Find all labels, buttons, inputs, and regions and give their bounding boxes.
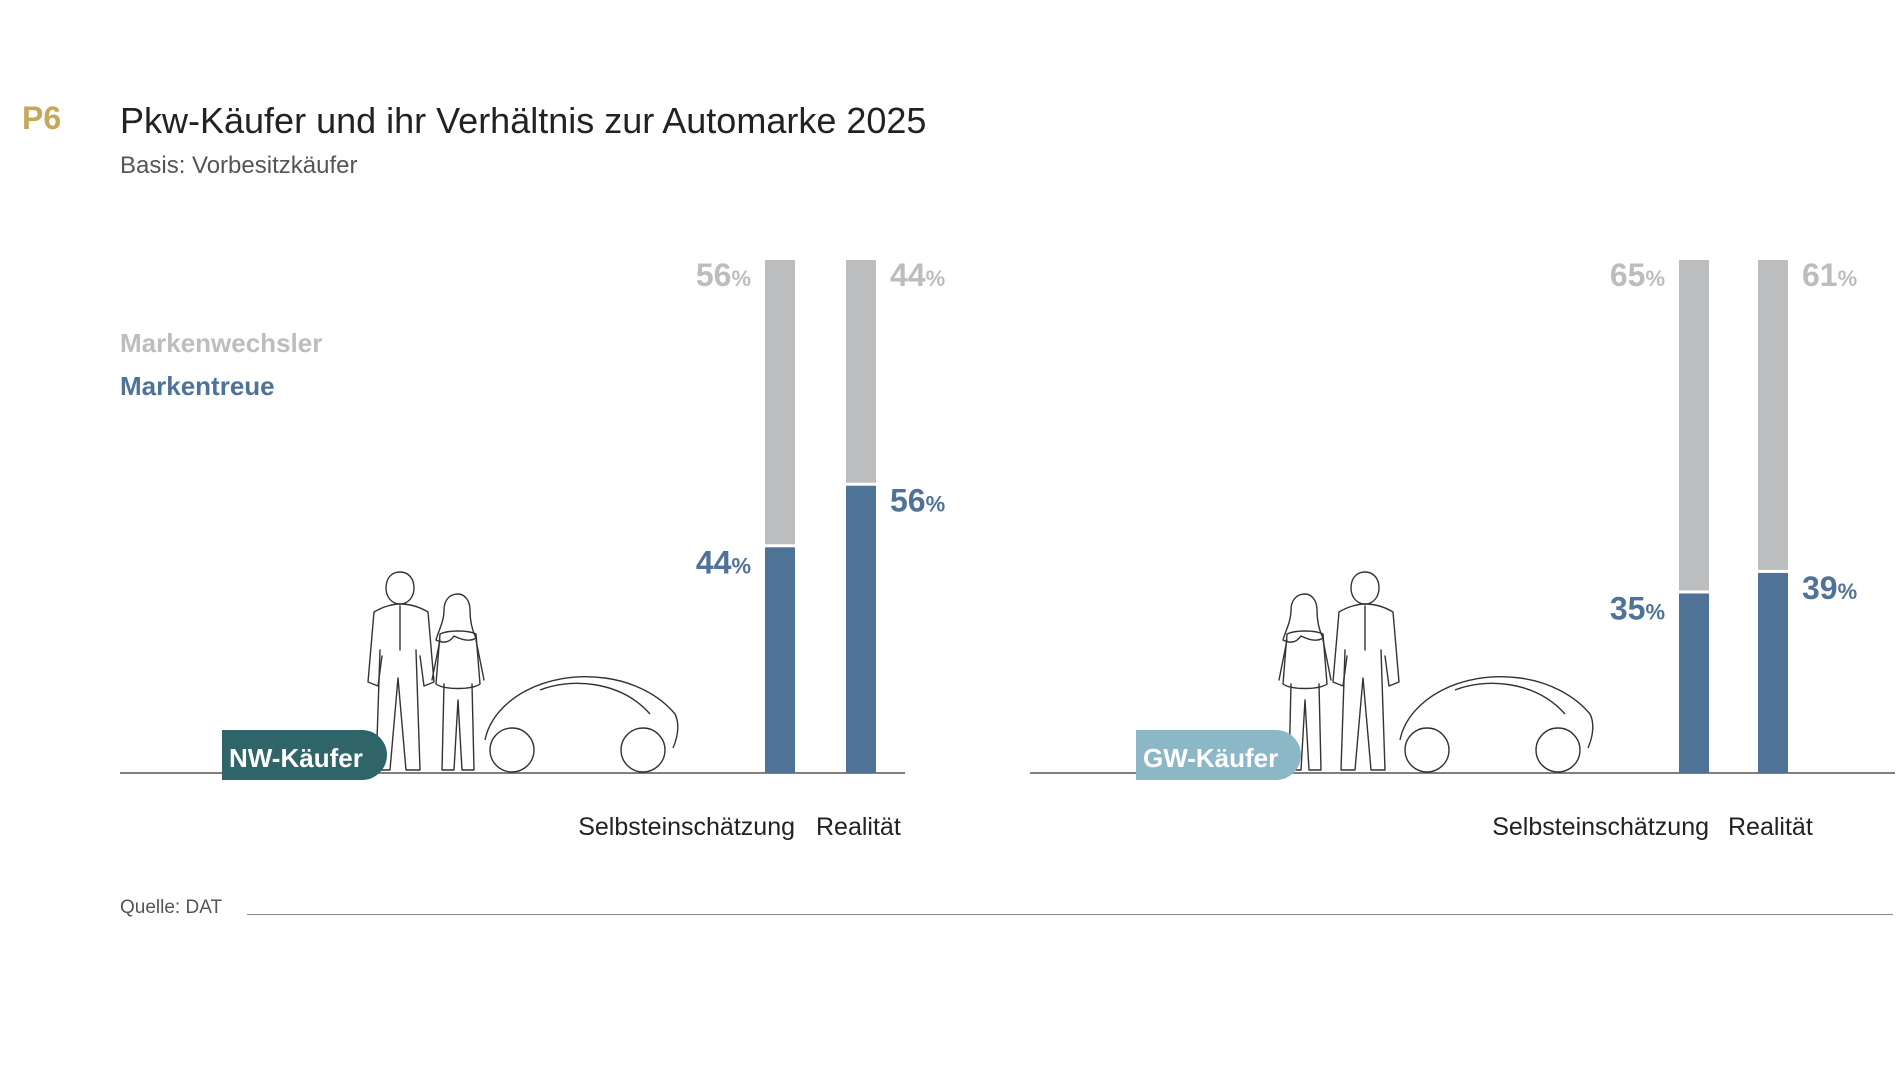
group-badge-label: GW-Käufer <box>1143 743 1278 773</box>
category-label: Selbsteinschätzung <box>578 813 795 841</box>
chart-group-1: Selbsteinschätzung Realität <box>120 260 905 841</box>
group-badge-label: NW-Käufer <box>229 743 363 773</box>
category-label: Realität <box>1728 813 1813 841</box>
bar-markenwechsler <box>1758 260 1788 570</box>
data-label-markenwechsler: 65% <box>1610 257 1665 293</box>
car-icon <box>484 676 679 773</box>
bar-markentreue <box>1758 572 1788 773</box>
chart-group-2: Selbsteinschätzung Realität <box>1030 260 1895 841</box>
source-divider <box>247 914 1893 915</box>
bar-markenwechsler <box>765 260 795 545</box>
data-label-markentreue: 56% <box>890 483 945 519</box>
legend-item-markenwechsler: Markenwechsler <box>120 328 323 358</box>
page-title: Pkw-Käufer und ihr Verhältnis zur Automa… <box>120 100 927 141</box>
category-label: Selbsteinschätzung <box>1492 813 1709 841</box>
couple-icon <box>1278 571 1400 771</box>
category-label: Realität <box>816 813 901 841</box>
group-badge <box>1136 730 1301 780</box>
data-label-markentreue: 44% <box>696 544 751 580</box>
group-badge <box>222 730 387 780</box>
legend-item-markentreue: Markentreue <box>120 371 275 401</box>
bar-markenwechsler <box>846 260 876 483</box>
data-label-markenwechsler: 44% <box>890 257 945 293</box>
page-code: P6 <box>22 100 62 136</box>
bar-markenwechsler <box>1679 260 1709 591</box>
data-label-markentreue: 35% <box>1610 590 1665 626</box>
bar-markentreue <box>846 485 876 773</box>
source-note: Quelle: DAT <box>120 897 223 918</box>
legend: Markenwechsler Markentreue <box>120 328 322 414</box>
data-label-markenwechsler: 56% <box>696 257 751 293</box>
bar-markentreue <box>765 547 795 773</box>
couple-icon <box>367 571 485 771</box>
page-subtitle: Basis: Vorbesitzkäufer <box>120 152 358 179</box>
data-label-markentreue: 39% <box>1802 570 1857 606</box>
data-label-markenwechsler: 61% <box>1802 257 1857 293</box>
car-icon <box>1399 676 1594 773</box>
bar-markentreue <box>1679 593 1709 773</box>
